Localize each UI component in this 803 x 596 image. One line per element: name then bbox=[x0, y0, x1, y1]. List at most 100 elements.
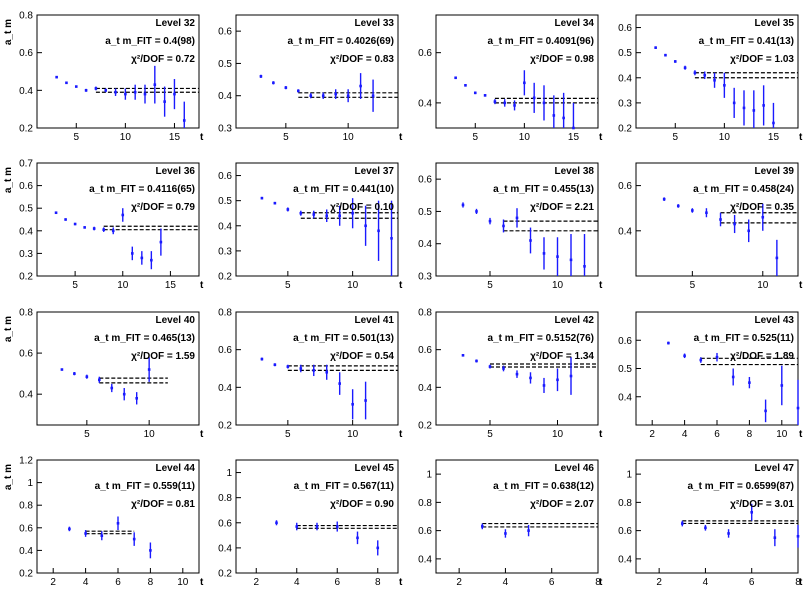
panel-title: Level 47 bbox=[755, 463, 795, 474]
x-tick-label: 8 bbox=[595, 577, 601, 588]
x-tick-label: 8 bbox=[148, 577, 154, 588]
panel-title: Level 36 bbox=[156, 166, 196, 177]
data-point bbox=[699, 358, 703, 362]
x-tick-label: 10 bbox=[343, 132, 355, 143]
y-tick-label: 0.3 bbox=[218, 124, 232, 135]
y-tick-label: 0.5 bbox=[418, 207, 432, 218]
panel-title: Level 38 bbox=[555, 166, 595, 177]
x-tick-label: 10 bbox=[144, 429, 156, 440]
x-tick-label: 4 bbox=[703, 577, 709, 588]
x-axis-label: t bbox=[200, 429, 204, 440]
x-axis-label: t bbox=[799, 280, 803, 291]
x-tick-label: 15 bbox=[768, 132, 780, 143]
y-tick-label: 0.4 bbox=[418, 239, 432, 250]
data-point bbox=[325, 370, 329, 374]
y-tick-label: 0.7 bbox=[19, 159, 33, 170]
fit-label: a_t m_FIT = 0.4026(69) bbox=[288, 36, 394, 47]
data-point bbox=[83, 226, 86, 229]
data-point bbox=[552, 114, 556, 117]
x-tick-label: 10 bbox=[552, 280, 564, 291]
panel-title: Level 46 bbox=[555, 463, 595, 474]
data-point bbox=[135, 396, 138, 400]
data-point bbox=[503, 101, 507, 105]
x-axis-label: t bbox=[200, 577, 204, 588]
y-tick-label: 0.2 bbox=[19, 569, 33, 580]
data-point bbox=[475, 210, 478, 213]
data-point bbox=[259, 75, 263, 78]
data-point bbox=[351, 211, 354, 215]
y-tick-label: 0.4 bbox=[218, 91, 232, 102]
fit-label: a_t m_FIT = 0.455(13) bbox=[493, 184, 594, 195]
y-tick-label: 0.8 bbox=[19, 501, 33, 512]
y-tick-label: 0.4 bbox=[218, 383, 232, 394]
y-tick-label: 0.6 bbox=[418, 48, 432, 59]
data-point bbox=[116, 521, 120, 525]
panel-level-40: 0.4 0.6 0.8 5 10 t a_t m Level 40 a_t m_FIT = 0.… bbox=[3, 308, 204, 441]
data-point bbox=[364, 399, 367, 402]
data-point bbox=[272, 81, 275, 85]
fit-label: a_t m_FIT = 0.441(10) bbox=[293, 184, 394, 195]
data-point bbox=[723, 84, 726, 87]
chi2-label: χ²/DOF = 1.89 bbox=[730, 351, 794, 362]
x-tick-label: 5 bbox=[487, 280, 493, 291]
data-point bbox=[583, 265, 586, 268]
chi2-label: χ²/DOF = 0.81 bbox=[131, 499, 195, 510]
y-tick-label: 0.5 bbox=[19, 204, 33, 215]
data-point bbox=[100, 534, 104, 538]
data-point bbox=[94, 87, 98, 90]
y-tick-label: 0.3 bbox=[19, 249, 33, 260]
data-point bbox=[483, 94, 487, 97]
x-tick-label: 2 bbox=[656, 577, 662, 588]
data-point bbox=[153, 83, 157, 86]
data-point bbox=[654, 46, 657, 49]
y-tick-label: 0.6 bbox=[218, 518, 232, 529]
x-axis-label: t bbox=[399, 429, 403, 440]
data-point bbox=[356, 536, 359, 540]
panel-level-47: 0.4 0.6 0.8 1 2 4 6 8t Level 47 a_t m_FIT = 0.659… bbox=[618, 459, 803, 588]
data-point bbox=[315, 525, 319, 528]
data-point bbox=[713, 78, 716, 82]
data-point bbox=[680, 522, 684, 525]
x-axis-label: t bbox=[399, 577, 403, 588]
data-point bbox=[390, 237, 393, 240]
panel-level-38: 0.3 0.4 0.5 0.6 5 10 t Level 38 a_t m_FIT = 0.45… bbox=[418, 162, 603, 291]
data-point bbox=[150, 258, 153, 262]
chi2-label: χ²/DOF = 0.79 bbox=[131, 202, 195, 213]
data-point bbox=[275, 521, 278, 525]
y-tick-label: 0.6 bbox=[19, 523, 33, 534]
panel-title: Level 44 bbox=[156, 463, 196, 474]
x-tick-label: 2 bbox=[649, 429, 655, 440]
y-axis-label: a_t m bbox=[3, 19, 14, 45]
data-point bbox=[529, 376, 532, 380]
x-tick-label: 2 bbox=[253, 577, 259, 588]
x-tick-label: 10 bbox=[519, 132, 531, 143]
x-tick-label: 6 bbox=[714, 429, 720, 440]
y-axis-label: a_t m bbox=[3, 167, 14, 193]
y-tick-label: 0.8 bbox=[618, 498, 632, 509]
data-point bbox=[260, 196, 264, 200]
chi2-label: χ²/DOF = 0.90 bbox=[330, 499, 394, 510]
data-point bbox=[464, 84, 467, 87]
x-axis-label: t bbox=[599, 429, 603, 440]
x-axis-label: t bbox=[599, 280, 603, 291]
data-point bbox=[124, 92, 127, 96]
data-point bbox=[338, 382, 341, 385]
data-point bbox=[65, 81, 68, 85]
data-point bbox=[351, 402, 354, 406]
data-point bbox=[133, 90, 137, 94]
x-tick-label: 10 bbox=[120, 132, 132, 143]
data-point bbox=[762, 104, 765, 107]
data-point bbox=[377, 229, 380, 233]
fit-label: a_t m_FIT = 0.465(13) bbox=[94, 333, 195, 344]
y-tick-label: 0.8 bbox=[218, 308, 232, 319]
panel-level-36: 0.2 0.3 0.4 0.5 0.6 0.7 5 10 15 t a_t m Level 36 a_t… bbox=[3, 159, 204, 292]
x-tick-label: 8 bbox=[375, 577, 381, 588]
data-point bbox=[488, 219, 492, 223]
y-tick-label: 0.6 bbox=[418, 345, 432, 356]
y-tick-label: 0.3 bbox=[418, 272, 432, 283]
data-point bbox=[556, 378, 559, 382]
data-point bbox=[143, 92, 147, 96]
data-point bbox=[773, 536, 777, 539]
data-point bbox=[715, 355, 719, 359]
x-tick-label: 10 bbox=[719, 132, 731, 143]
